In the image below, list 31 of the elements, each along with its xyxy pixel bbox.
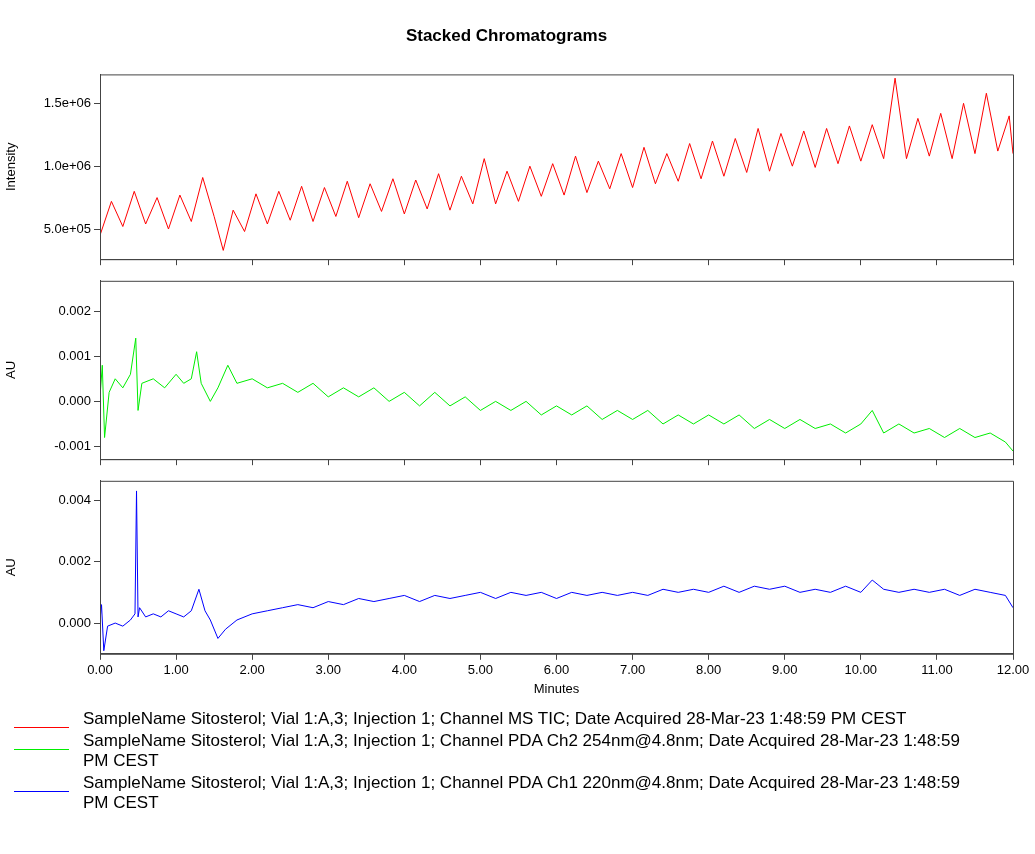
x-tick-label: 8.00 <box>696 662 722 678</box>
x-tick-label: 6.00 <box>543 662 570 678</box>
x-tick-label: 3.00 <box>315 662 341 678</box>
y-tick-label: 0.002 <box>58 553 91 569</box>
chart-title: Stacked Chromatograms <box>405 25 608 45</box>
y-tick-label: 0.000 <box>58 392 91 408</box>
y-tick-label: 0.002 <box>58 302 91 318</box>
y-tick-label: 0.001 <box>58 347 91 363</box>
y-tick-label: 1.0e+06 <box>43 157 91 173</box>
y-axis-title: AU <box>3 360 19 380</box>
x-tick-label: 5.00 <box>467 662 494 678</box>
y-axis-title: AU <box>3 558 19 577</box>
y-tick-label: 0.000 <box>58 614 91 630</box>
x-tick-label: 9.00 <box>772 662 798 678</box>
y-tick-label: -0.001 <box>54 438 91 454</box>
y-tick-label: 5.0e+05 <box>43 220 91 236</box>
x-tick-label: 7.00 <box>619 662 646 678</box>
x-tick-label: 2.00 <box>239 662 265 678</box>
x-tick-label: 10.00 <box>844 662 878 678</box>
x-tick-label: 0.00 <box>87 662 113 678</box>
y-tick-label: 1.5e+06 <box>43 94 91 110</box>
x-tick-label: 4.00 <box>391 662 417 678</box>
legend-label: SampleName Sitosterol; Vial 1:A,3; Injection 1; Channel MS TIC; Date Acquired 28-Mar-23 1:48:59 PM CEST <box>83 709 908 729</box>
y-axis-title: Intensity <box>3 142 19 192</box>
y-tick-label: 0.004 <box>58 491 91 507</box>
legend-label: SampleName Sitosterol; Vial 1:A,3; Injection 1; Channel PDA Ch2 254nm@4.8nm; Date Acquired 28-Mar-23 1:48:59 PM CEST <box>83 731 961 771</box>
x-tick-label: 1.00 <box>163 662 189 678</box>
x-axis-title: Minutes <box>533 680 580 696</box>
legend-label: SampleName Sitosterol; Vial 1:A,3; Injection 1; Channel PDA Ch1 220nm@4.8nm; Date Acquired 28-Mar-23 1:48:59 PM CEST <box>83 773 961 813</box>
x-tick-label: 11.00 <box>921 662 953 678</box>
x-tick-label: 12.00 <box>996 662 1030 678</box>
